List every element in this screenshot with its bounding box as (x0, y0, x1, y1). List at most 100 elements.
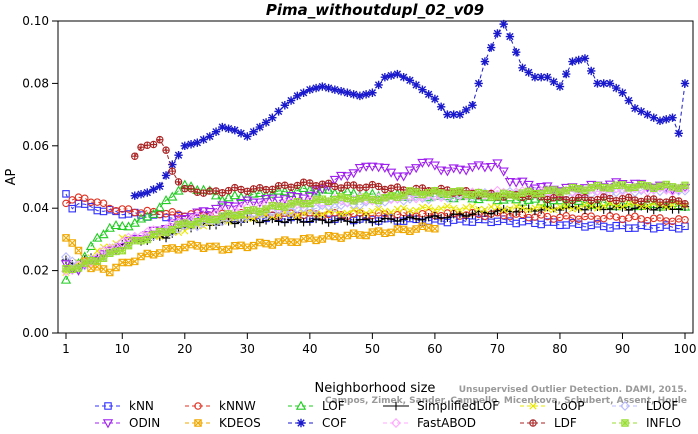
data-point (292, 192, 303, 203)
data-point (212, 187, 220, 195)
data-point (429, 161, 441, 171)
data-point (137, 252, 145, 261)
data-point (637, 215, 645, 223)
data-point (612, 181, 620, 189)
data-point (162, 146, 170, 154)
data-point (311, 83, 321, 93)
data-point (656, 182, 664, 191)
data-point (62, 265, 70, 273)
data-point (499, 19, 508, 29)
data-point (374, 196, 383, 205)
data-point (436, 102, 446, 111)
data-point (249, 127, 258, 136)
data-point (218, 212, 227, 220)
data-point (174, 220, 183, 229)
data-point (279, 195, 290, 205)
data-point (486, 43, 496, 52)
data-point (348, 169, 359, 179)
data-point (130, 191, 139, 200)
data-point (505, 32, 515, 41)
data-point (525, 206, 533, 214)
legend-label: LDOF (646, 399, 678, 413)
data-point (304, 191, 315, 201)
data-point (531, 189, 539, 198)
data-point (367, 162, 378, 172)
data-point (343, 209, 351, 217)
data-point (599, 193, 608, 201)
data-point (261, 118, 271, 127)
data-point (318, 195, 327, 203)
data-point (330, 85, 340, 94)
data-point (387, 208, 395, 216)
data-point (254, 187, 265, 198)
data-point (60, 274, 72, 284)
data-point (273, 196, 284, 206)
data-point (524, 204, 533, 213)
data-point (379, 163, 391, 173)
data-point (186, 140, 196, 149)
data-point (206, 215, 214, 224)
data-point (229, 190, 240, 200)
data-point (631, 196, 639, 204)
data-point (481, 206, 489, 214)
data-point (343, 231, 352, 240)
data-point (543, 72, 552, 82)
data-point (480, 57, 490, 66)
data-point (681, 222, 689, 231)
data-point (324, 179, 333, 187)
data-point (174, 150, 183, 160)
data-point (643, 182, 652, 190)
data-point (668, 217, 677, 226)
data-point (418, 190, 427, 199)
data-point (162, 228, 170, 236)
data-point (606, 184, 614, 192)
data-point (487, 193, 495, 201)
data-point (249, 206, 258, 214)
x-tick-label: 20 (177, 342, 192, 356)
data-point (336, 214, 346, 224)
data-point (637, 197, 645, 206)
data-point (131, 257, 139, 266)
legend-item-inflo: INFLO (612, 416, 681, 430)
legend-label: KDEOS (219, 416, 261, 430)
data-point (400, 204, 408, 212)
data-point (248, 188, 259, 198)
data-point (106, 204, 114, 213)
x-tick-label: 100 (674, 342, 697, 356)
data-point (581, 186, 589, 195)
data-point (149, 230, 158, 239)
data-point (168, 225, 177, 234)
legend-marker (621, 419, 629, 427)
data-point (349, 196, 358, 205)
data-point (467, 163, 478, 173)
data-point (449, 188, 458, 196)
data-point (248, 198, 259, 208)
data-point (273, 185, 284, 195)
data-point (599, 214, 608, 223)
data-point (674, 184, 683, 192)
data-point (587, 196, 595, 205)
data-point (236, 129, 246, 138)
data-point (549, 194, 558, 202)
data-point (468, 191, 477, 199)
data-point (255, 122, 265, 132)
data-point (74, 264, 83, 272)
data-point (486, 209, 496, 219)
data-point (504, 178, 516, 188)
data-point (180, 141, 189, 150)
data-point (587, 183, 595, 192)
data-point (167, 191, 178, 201)
data-point (568, 57, 577, 66)
data-point (229, 202, 240, 212)
legend: kNN kNNW LOF SimplifiedLOF LoOP LDOF ODIN KDEOS… (95, 399, 681, 430)
data-point (506, 191, 514, 199)
legend-marker (295, 400, 307, 410)
data-point (218, 122, 227, 132)
legend-item-cof: COF (288, 416, 347, 430)
data-point (343, 88, 352, 97)
data-point (337, 210, 345, 218)
data-point (381, 194, 389, 202)
data-point (168, 208, 177, 216)
data-point (311, 214, 321, 224)
data-point (430, 211, 440, 221)
